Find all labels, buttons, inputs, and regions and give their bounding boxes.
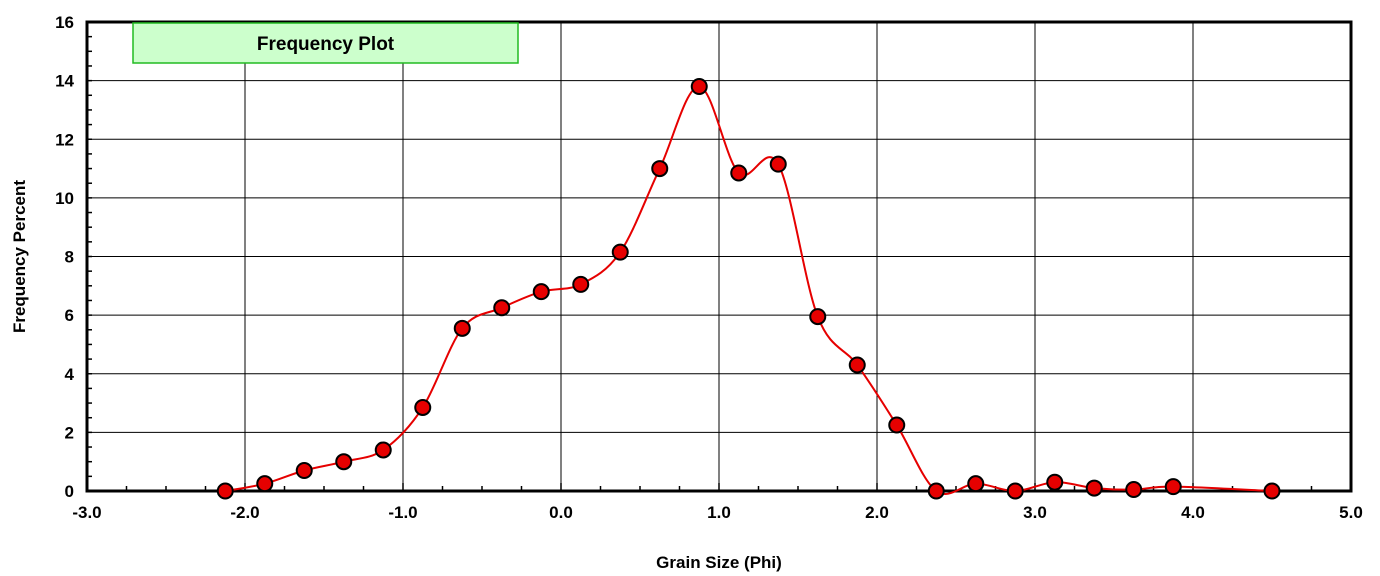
data-point bbox=[1263, 482, 1281, 500]
grid-lines bbox=[87, 22, 1351, 491]
data-points bbox=[216, 77, 1281, 500]
data-point bbox=[256, 475, 274, 493]
data-point bbox=[769, 155, 787, 173]
data-point bbox=[809, 308, 827, 326]
data-point bbox=[848, 356, 866, 374]
y-tick-label: 2 bbox=[65, 423, 74, 442]
data-point bbox=[572, 275, 590, 293]
x-axis-title: Grain Size (Phi) bbox=[656, 553, 782, 572]
frequency-curve bbox=[225, 85, 1273, 495]
plot-area-frame bbox=[85, 20, 1353, 493]
y-tick-label: 6 bbox=[65, 306, 74, 325]
data-point bbox=[295, 461, 313, 479]
y-axis-title: Frequency Percent bbox=[10, 180, 29, 333]
x-tick-label: 4.0 bbox=[1181, 503, 1205, 522]
data-point bbox=[611, 243, 629, 261]
data-point bbox=[374, 441, 392, 459]
data-point bbox=[888, 416, 906, 434]
x-tick-label: 1.0 bbox=[707, 503, 731, 522]
y-tick-label: 16 bbox=[55, 13, 74, 32]
data-point bbox=[651, 160, 669, 178]
data-point bbox=[493, 299, 511, 317]
data-point bbox=[730, 164, 748, 182]
data-point bbox=[216, 482, 234, 500]
data-point bbox=[1164, 478, 1182, 496]
y-tick-label: 10 bbox=[55, 189, 74, 208]
y-tick-label: 12 bbox=[55, 130, 74, 149]
x-tick-label: -1.0 bbox=[388, 503, 417, 522]
y-tick-label: 4 bbox=[65, 365, 75, 384]
data-point bbox=[967, 475, 985, 493]
y-tick-label: 8 bbox=[65, 248, 74, 267]
x-tick-label: 3.0 bbox=[1023, 503, 1047, 522]
data-point bbox=[1006, 482, 1024, 500]
title-box: Frequency Plot bbox=[132, 22, 519, 64]
x-axis-tick-labels: -3.0 -2.0 -1.0 0.0 1.0 2.0 3.0 4.0 5.0 bbox=[72, 503, 1362, 522]
data-point bbox=[1125, 481, 1143, 499]
y-tick-label: 14 bbox=[55, 72, 74, 91]
title-box-background bbox=[132, 22, 519, 64]
x-tick-label: 0.0 bbox=[549, 503, 573, 522]
x-tick-label: 2.0 bbox=[865, 503, 889, 522]
data-point bbox=[335, 453, 353, 471]
data-point bbox=[532, 283, 550, 301]
data-point bbox=[1085, 479, 1103, 497]
y-axis-tick-labels: 0 2 4 6 8 10 12 14 16 bbox=[55, 13, 74, 501]
data-point bbox=[690, 77, 708, 95]
data-point bbox=[414, 398, 432, 416]
x-tick-label: 5.0 bbox=[1339, 503, 1363, 522]
data-point bbox=[1046, 473, 1064, 491]
data-point bbox=[453, 319, 471, 337]
data-point bbox=[927, 482, 945, 500]
y-tick-label: 0 bbox=[65, 482, 74, 501]
chart-title: Frequency Plot bbox=[257, 34, 395, 55]
x-tick-label: -3.0 bbox=[72, 503, 101, 522]
x-tick-label: -2.0 bbox=[230, 503, 259, 522]
